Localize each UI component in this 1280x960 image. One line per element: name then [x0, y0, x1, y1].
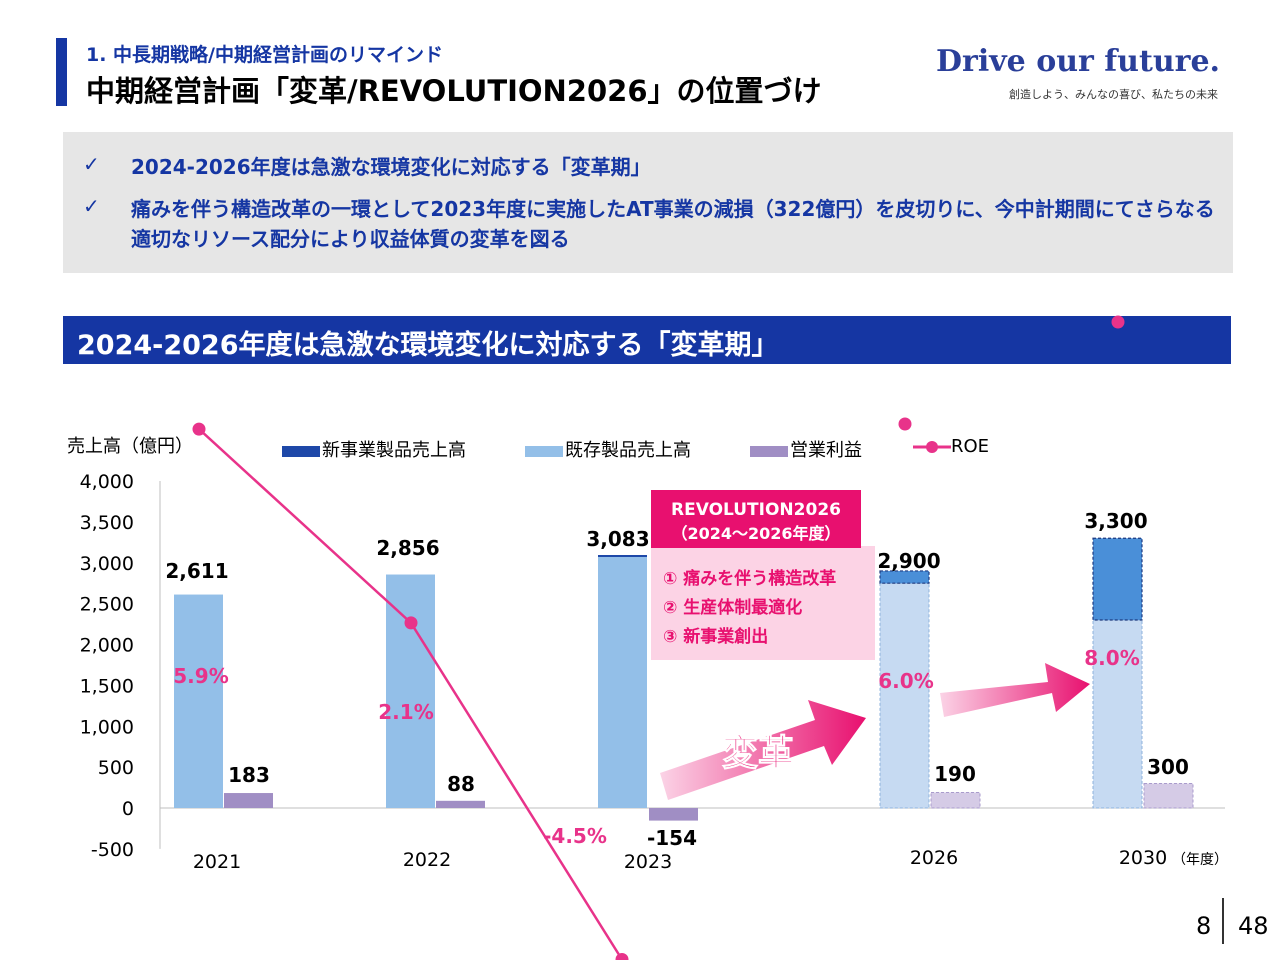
legend-swatch-existing — [525, 445, 563, 457]
profit-data-label: 300 — [1147, 755, 1189, 779]
callout-period: （2024～2026年度） — [671, 524, 840, 543]
callout-item: ② 生産体制最適化 — [663, 597, 802, 618]
new-business-sales-bar — [879, 570, 930, 584]
profit-data-label: 88 — [447, 772, 475, 796]
roe-data-label: -4.5% — [543, 824, 607, 848]
check-icon: ✓ — [83, 194, 100, 218]
page-total: 48 — [1238, 912, 1269, 940]
operating-profit-bar — [224, 793, 273, 808]
y-tick-label: -500 — [91, 839, 134, 861]
x-tick-label: 2021 — [193, 851, 241, 873]
sales-data-label: 3,083 — [586, 527, 649, 551]
x-axis-unit: （年度） — [1172, 852, 1228, 868]
roe-data-label: 6.0% — [878, 669, 933, 693]
existing-sales-bar — [1092, 619, 1143, 809]
summary-text-2: 痛みを伴う構造改革の一環として2023年度に実施したAT事業の減損（322億円）… — [131, 197, 1215, 251]
callout-header — [651, 490, 861, 548]
page-number: 8 — [1196, 912, 1212, 940]
operating-profit-bar — [436, 800, 485, 808]
roe-point — [615, 953, 629, 960]
page-separator — [1222, 898, 1224, 944]
profit-data-label: 183 — [228, 763, 270, 787]
legend-swatch-roe — [913, 441, 951, 453]
operating-profit-bar — [1143, 782, 1194, 809]
y-tick-label: 4,000 — [80, 471, 134, 493]
section-band-title: 2024-2026年度は急激な環境変化に対応する「変革期」 — [77, 330, 779, 361]
operating-profit-bar — [649, 808, 698, 821]
legend-label-profit: 営業利益 — [790, 440, 862, 461]
x-tick-label: 2030 — [1119, 847, 1167, 869]
transformation-arrow — [660, 700, 866, 800]
y-tick-label: 1,000 — [80, 716, 134, 738]
summary-box: ✓ 2024-2026年度は急激な環境変化に対応する「変革期」 ✓ 痛みを伴う構… — [63, 132, 1233, 273]
roe-data-label: 5.9% — [173, 664, 228, 688]
callout-item: ① 痛みを伴う構造改革 — [663, 568, 836, 589]
check-icon: ✓ — [83, 152, 100, 176]
brand-tagline: 創造しよう、みんなの喜び、私たちの未来 — [1009, 88, 1218, 101]
roe-point — [898, 417, 912, 431]
transformation-arrow — [940, 663, 1090, 717]
brand-slogan: Drive our future. — [936, 44, 1220, 79]
roe-data-label: 2.1% — [378, 700, 433, 724]
callout-box — [651, 546, 875, 660]
page-title: 中期経営計画「変革/REVOLUTION2026」の位置づけ — [86, 74, 822, 108]
legend-label-existing: 既存製品売上高 — [565, 440, 691, 461]
operating-profit-bar — [930, 791, 981, 809]
y-tick-label: 3,500 — [80, 512, 134, 534]
roe-point — [192, 422, 206, 436]
existing-sales-bar — [174, 594, 223, 808]
new-business-sales-bar — [1092, 537, 1143, 621]
roe-data-label: 8.0% — [1084, 646, 1139, 670]
y-tick-label: 0 — [122, 798, 134, 820]
profit-data-label: -154 — [647, 826, 697, 850]
existing-sales-bar — [598, 555, 647, 808]
y-tick-label: 3,000 — [80, 553, 134, 575]
x-tick-label: 2023 — [624, 851, 672, 873]
x-tick-label: 2022 — [403, 849, 451, 871]
existing-sales-bar — [386, 574, 435, 808]
callout-item: ③ 新事業創出 — [663, 626, 768, 647]
section-subtitle: 1. 中長期戦略/中期経営計画のリマインド — [86, 44, 443, 66]
y-tick-label: 500 — [98, 757, 134, 779]
y-tick-label: 1,500 — [80, 675, 134, 697]
legend-swatch-profit — [750, 445, 788, 457]
legend-profit: 営業利益 — [750, 436, 862, 462]
header-accent-bar — [56, 38, 67, 106]
legend-label-new: 新事業製品売上高 — [322, 440, 466, 461]
sales-data-label: 2,856 — [376, 536, 439, 560]
y-axis-label: 売上高（億円） — [67, 436, 193, 457]
sales-data-label: 3,300 — [1084, 509, 1147, 533]
transformation-arrow-label: 変革 — [722, 732, 794, 774]
x-tick-label: 2026 — [910, 847, 958, 869]
roe-point — [1111, 315, 1125, 329]
existing-sales-bar — [879, 582, 930, 809]
y-tick-label: 2,000 — [80, 635, 134, 657]
legend-label-roe: ROE — [951, 436, 990, 457]
roe-point — [404, 616, 418, 630]
legend-swatch-new — [282, 445, 320, 457]
sales-data-label: 2,611 — [165, 559, 228, 583]
legend-roe: ROE — [913, 436, 989, 457]
profit-data-label: 190 — [934, 762, 976, 786]
legend-existing: 既存製品売上高 — [525, 436, 691, 462]
section-band: 2024-2026年度は急激な環境変化に対応する「変革期」 — [63, 316, 1231, 364]
sales-data-label: 2,900 — [877, 549, 940, 573]
summary-text-1: 2024-2026年度は急激な環境変化に対応する「変革期」 — [131, 155, 651, 179]
callout-title: REVOLUTION2026 — [671, 500, 841, 520]
y-tick-label: 2,500 — [80, 594, 134, 616]
legend-new-business: 新事業製品売上高 — [282, 436, 466, 462]
